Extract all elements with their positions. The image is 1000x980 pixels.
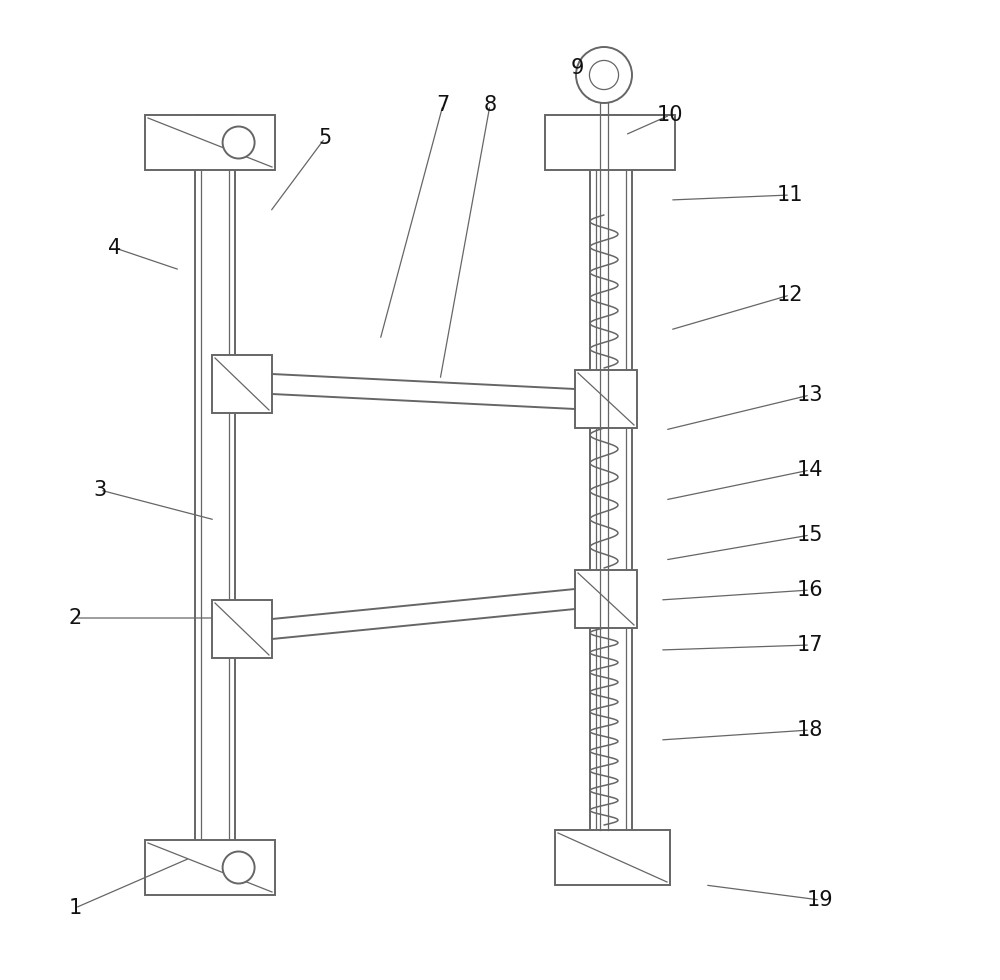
Text: 2: 2 (68, 608, 82, 628)
Bar (145, 840, 275, 895)
Circle shape (576, 47, 632, 103)
Text: 8: 8 (483, 95, 497, 115)
Text: 5: 5 (318, 128, 332, 148)
Bar (590, 115, 632, 875)
Bar (195, 115, 235, 860)
Text: 17: 17 (797, 635, 823, 655)
Bar (212, 600, 272, 658)
Text: 3: 3 (93, 480, 107, 500)
Text: 11: 11 (777, 185, 803, 205)
Text: 14: 14 (797, 460, 823, 480)
Bar (145, 115, 275, 170)
Text: 15: 15 (797, 525, 823, 545)
Text: 7: 7 (436, 95, 450, 115)
Text: 9: 9 (570, 58, 584, 78)
Text: 13: 13 (797, 385, 823, 405)
Circle shape (589, 61, 619, 89)
Bar (575, 370, 637, 428)
Bar (575, 570, 637, 628)
Bar (555, 830, 670, 885)
Circle shape (223, 852, 255, 884)
Circle shape (223, 126, 255, 159)
Bar (212, 355, 272, 413)
Text: 19: 19 (807, 890, 833, 910)
Text: 4: 4 (108, 238, 122, 258)
Text: 16: 16 (797, 580, 823, 600)
Bar (545, 115, 675, 170)
Text: 1: 1 (68, 898, 82, 918)
Text: 12: 12 (777, 285, 803, 305)
Text: 18: 18 (797, 720, 823, 740)
Text: 10: 10 (657, 105, 683, 125)
